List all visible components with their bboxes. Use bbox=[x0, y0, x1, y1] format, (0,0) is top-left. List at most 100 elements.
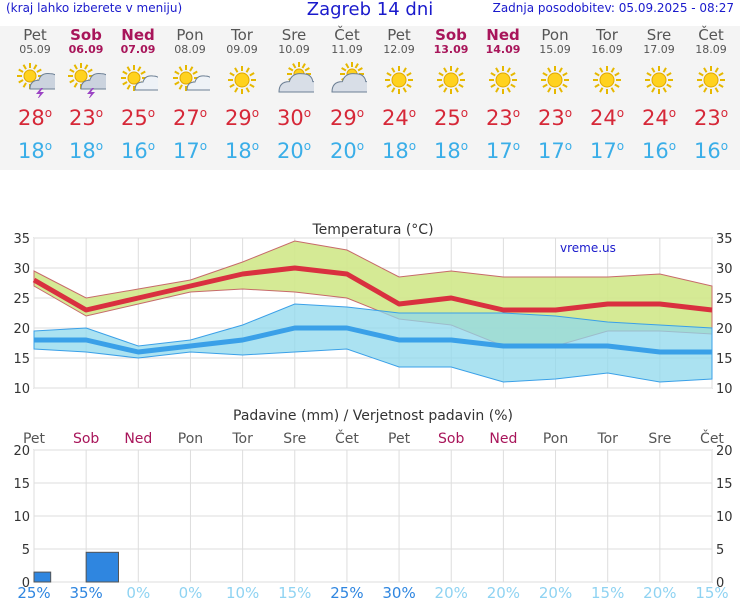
day-label: Sre bbox=[283, 431, 306, 447]
day-label: Sre bbox=[648, 431, 671, 447]
day-column: Čet 11.09 29o 20o bbox=[321, 26, 373, 163]
day-name: Sre bbox=[281, 26, 307, 44]
day-column: Sre 10.09 30o 20o bbox=[268, 26, 320, 163]
day-column: Čet 18.09 23o 16o bbox=[685, 26, 737, 163]
day-name: Pet bbox=[387, 26, 411, 44]
y-tick-label: 15 bbox=[716, 352, 733, 367]
weather-icon bbox=[645, 66, 673, 94]
precipitation-probability: 20% bbox=[643, 584, 676, 600]
y-tick-label: 10 bbox=[13, 382, 30, 397]
precipitation-probability: 20% bbox=[539, 584, 572, 600]
min-temperature: 17o bbox=[537, 139, 573, 163]
max-temperature: 23o bbox=[537, 106, 573, 130]
weather-icon bbox=[173, 65, 210, 91]
y-tick-label: 0 bbox=[22, 576, 30, 591]
day-label: Čet bbox=[700, 429, 724, 447]
min-temperature: 18o bbox=[68, 139, 104, 163]
day-date: 11.09 bbox=[331, 43, 363, 56]
page-title: Zagreb 14 dni bbox=[306, 0, 434, 20]
precipitation-probability: 0% bbox=[126, 584, 150, 600]
day-label: Sob bbox=[438, 431, 464, 447]
day-label: Tor bbox=[596, 431, 618, 447]
day-name: Čet bbox=[334, 26, 360, 44]
day-name: Pet bbox=[23, 26, 47, 44]
max-temperature: 23o bbox=[485, 106, 521, 130]
watermark: vreme.us bbox=[560, 241, 616, 255]
weather-icon bbox=[17, 63, 55, 98]
day-column: Tor 09.09 29o 18o bbox=[216, 26, 268, 163]
day-date: 15.09 bbox=[539, 43, 571, 56]
precipitation-probability: 15% bbox=[278, 584, 311, 600]
min-temperature: 18o bbox=[433, 139, 469, 163]
header: (kraj lahko izberete v meniju) Zagreb 14… bbox=[0, 0, 740, 22]
day-name: Sob bbox=[435, 26, 467, 44]
min-temperature: 20o bbox=[276, 139, 312, 163]
max-temperature: 29o bbox=[329, 106, 365, 130]
day-label: Sob bbox=[73, 431, 99, 447]
day-label: Pon bbox=[543, 431, 568, 447]
day-label: Ned bbox=[489, 431, 517, 447]
precipitation-chart-title: Padavine (mm) / Verjetnost padavin (%) bbox=[233, 408, 513, 424]
day-label: Ned bbox=[124, 431, 152, 447]
day-name: Ned bbox=[121, 26, 155, 44]
day-date: 14.09 bbox=[485, 43, 521, 56]
precipitation-probability: 35% bbox=[69, 584, 102, 600]
day-date: 13.09 bbox=[433, 43, 469, 56]
y-tick-label: 20 bbox=[13, 444, 30, 459]
y-tick-label: 15 bbox=[716, 477, 733, 492]
location-hint[interactable]: (kraj lahko izberete v meniju) bbox=[6, 1, 183, 15]
min-temperature-line bbox=[34, 325, 712, 355]
y-tick-label: 30 bbox=[13, 262, 30, 277]
weather-icon bbox=[593, 66, 621, 94]
day-name: Tor bbox=[596, 26, 618, 44]
precipitation-probability: 30% bbox=[382, 584, 415, 600]
min-temperature: 16o bbox=[693, 139, 729, 163]
weather-icon bbox=[697, 66, 725, 94]
max-temperature: 29o bbox=[224, 106, 260, 130]
y-tick-label: 15 bbox=[13, 477, 30, 492]
weather-icon bbox=[385, 66, 413, 94]
max-temperature: 23o bbox=[693, 106, 729, 130]
weather-icon bbox=[489, 66, 517, 94]
y-tick-label: 35 bbox=[13, 232, 30, 247]
precipitation-probability: 20% bbox=[435, 584, 468, 600]
day-date: 05.09 bbox=[19, 43, 51, 56]
y-tick-label: 20 bbox=[716, 444, 733, 459]
day-name: Ned bbox=[486, 26, 520, 44]
min-temperature: 20o bbox=[329, 139, 365, 163]
min-temperature: 18o bbox=[224, 139, 260, 163]
day-name: Pon bbox=[176, 26, 204, 44]
day-column: Pon 15.09 23o 17o bbox=[529, 26, 581, 163]
day-column: Ned 14.09 23o 17o bbox=[477, 26, 529, 163]
precipitation-probability: 15% bbox=[591, 584, 624, 600]
precipitation-bar bbox=[33, 571, 52, 583]
day-date: 12.09 bbox=[383, 43, 415, 56]
min-temperature: 17o bbox=[485, 139, 521, 163]
min-temperature: 17o bbox=[172, 139, 208, 163]
day-date: 09.09 bbox=[226, 43, 258, 56]
y-tick-label: 30 bbox=[716, 262, 733, 277]
day-date: 17.09 bbox=[643, 43, 675, 56]
day-column: Sre 17.09 24o 16o bbox=[633, 26, 685, 163]
day-label: Pon bbox=[178, 431, 203, 447]
y-tick-label: 10 bbox=[13, 510, 30, 525]
day-column: Sob 13.09 25o 18o bbox=[425, 26, 477, 163]
min-temperature: 16o bbox=[120, 139, 156, 163]
y-tick-label: 5 bbox=[22, 543, 30, 558]
max-temperature: 28o bbox=[17, 106, 53, 130]
temperature-chart: 10 10 15 15 20 20 25 25 30 30 35 35 Temperatura (°C)… bbox=[13, 222, 733, 397]
weather-icon bbox=[121, 65, 158, 91]
max-temperature-line bbox=[32, 265, 713, 313]
y-tick-label: 0 bbox=[716, 576, 724, 591]
day-label: Pet bbox=[388, 431, 411, 447]
day-label: Pet bbox=[23, 431, 46, 447]
max-temperature: 24o bbox=[381, 106, 417, 130]
min-temperature: 16o bbox=[641, 139, 677, 163]
day-name: Sob bbox=[70, 26, 102, 44]
day-name: Čet bbox=[698, 26, 724, 44]
max-temperature: 30o bbox=[276, 106, 312, 130]
day-date: 08.09 bbox=[174, 43, 206, 56]
y-tick-label: 25 bbox=[13, 292, 30, 307]
y-tick-label: 10 bbox=[716, 382, 733, 397]
min-temperature: 18o bbox=[381, 139, 417, 163]
